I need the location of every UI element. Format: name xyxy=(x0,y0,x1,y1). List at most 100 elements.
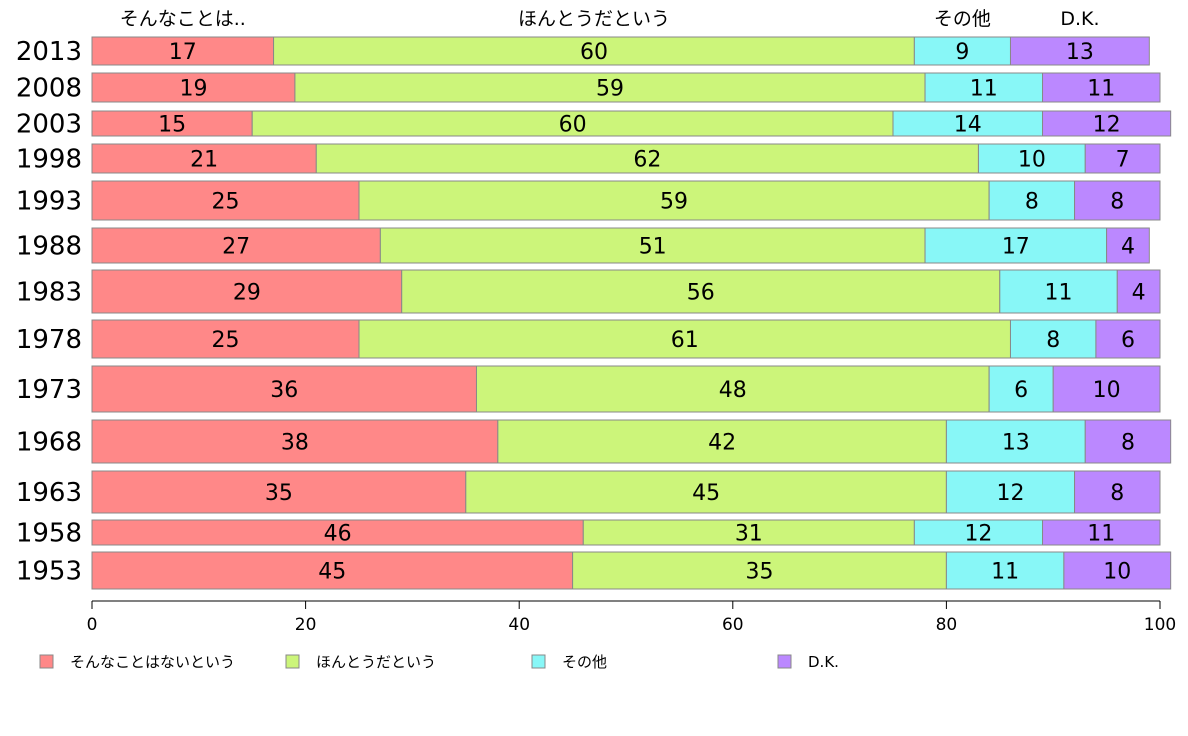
bar-segment-2 xyxy=(465,470,947,514)
bar-row-1968: 1968 38 42 13 8 xyxy=(16,419,1172,464)
column-headers: そんなことは.. ほんとうだという その他 D.K. xyxy=(120,8,1100,30)
bar-segment-1 xyxy=(91,419,499,464)
bar-segment-2 xyxy=(572,551,947,590)
data-label: 35 xyxy=(746,560,774,585)
data-label: 4 xyxy=(1121,235,1135,260)
bar-segment-2 xyxy=(497,419,947,464)
data-label: 11 xyxy=(970,77,998,102)
data-label: 6 xyxy=(1014,378,1028,403)
data-label: 36 xyxy=(270,378,298,403)
bar-row-1963: 1963 35 45 12 8 xyxy=(16,470,1161,514)
bar-segment-1 xyxy=(91,110,253,137)
x-tick-label: 0 xyxy=(87,615,98,635)
year-label: 2003 xyxy=(16,110,82,140)
legend-item: その他 xyxy=(531,653,607,671)
bar-segment-4 xyxy=(1009,36,1150,66)
year-label: 1953 xyxy=(16,557,82,587)
data-label: 35 xyxy=(265,481,293,506)
bar-segment-4 xyxy=(1042,110,1172,137)
bar-segment-1 xyxy=(91,143,317,174)
bar-row-2008: 2008 19 59 11 11 xyxy=(16,72,1161,104)
data-label: 42 xyxy=(708,431,736,456)
bar-segment-4 xyxy=(1052,365,1161,413)
year-label: 1983 xyxy=(16,278,82,308)
data-label: 25 xyxy=(212,190,240,215)
data-label: 17 xyxy=(169,40,197,65)
data-label: 61 xyxy=(671,328,699,353)
data-label: 14 xyxy=(954,113,982,138)
bar-row-1983: 1983 29 56 11 4 xyxy=(16,269,1161,314)
bar-segment-4 xyxy=(1042,72,1161,103)
data-label: 10 xyxy=(1018,148,1046,173)
data-label: 8 xyxy=(1110,190,1124,215)
data-label: 11 xyxy=(1087,522,1115,547)
data-label: 25 xyxy=(212,328,240,353)
year-label: 1973 xyxy=(16,375,82,405)
bar-segment-3 xyxy=(924,227,1108,264)
bar-segment-3 xyxy=(1009,319,1097,359)
data-label: 13 xyxy=(1002,431,1030,456)
legend-swatch xyxy=(285,654,300,669)
data-label: 19 xyxy=(179,77,207,102)
legend-label: そんなことはないという xyxy=(70,653,235,671)
bar-segment-3 xyxy=(913,36,1011,66)
legend-item: ほんとうだという xyxy=(285,653,436,671)
bar-segment-4 xyxy=(1042,519,1161,546)
data-label: 8 xyxy=(1046,328,1060,353)
legend-item: そんなことはないという xyxy=(39,653,235,671)
data-label: 9 xyxy=(955,40,969,65)
x-tick-label: 40 xyxy=(508,615,530,635)
data-label: 27 xyxy=(222,235,250,260)
bar-row-2003: 2003 15 60 14 12 xyxy=(16,110,1172,140)
x-tick-label: 100 xyxy=(1144,615,1176,635)
bar-segment-2 xyxy=(475,365,990,413)
bar-segment-1 xyxy=(91,72,296,103)
data-label: 59 xyxy=(596,77,624,102)
legend-item: D.K. xyxy=(777,653,839,671)
data-label: 12 xyxy=(996,481,1024,506)
bar-row-2013: 2013 17 60 9 13 xyxy=(16,36,1150,67)
bar-segment-1 xyxy=(91,180,360,221)
x-axis: 0 20 40 60 80 100 xyxy=(87,600,1176,635)
x-tick-label: 80 xyxy=(936,615,958,635)
data-label: 60 xyxy=(559,113,587,138)
bar-segment-3 xyxy=(988,180,1076,221)
data-label: 45 xyxy=(692,481,720,506)
legend-label: その他 xyxy=(562,653,607,671)
bar-row-1953: 1953 45 35 11 10 xyxy=(16,551,1172,590)
bar-segment-3 xyxy=(945,551,1065,590)
year-label: 1988 xyxy=(16,232,82,262)
bar-segment-4 xyxy=(1106,227,1150,264)
data-label: 7 xyxy=(1116,148,1130,173)
bar-segment-1 xyxy=(91,36,275,66)
legend: そんなことはないという ほんとうだという その他 D.K. xyxy=(39,653,839,671)
bar-segment-4 xyxy=(1063,551,1172,590)
bars-area: 2013 17 60 9 13 2008 19 59 11 11 2003 15 60 14 12 1998 2… xyxy=(16,36,1172,590)
data-label: 8 xyxy=(1121,431,1135,456)
data-label: 13 xyxy=(1066,40,1094,65)
data-label: 4 xyxy=(1132,281,1146,306)
data-label: 11 xyxy=(1087,77,1115,102)
bar-segment-3 xyxy=(913,519,1044,546)
bar-row-1973: 1973 36 48 6 10 xyxy=(16,365,1161,413)
year-label: 1993 xyxy=(16,187,82,217)
data-label: 59 xyxy=(660,190,688,215)
year-label: 1958 xyxy=(16,519,82,549)
year-label: 2013 xyxy=(16,37,82,67)
bar-segment-1 xyxy=(91,227,381,264)
bar-segment-4 xyxy=(1084,143,1161,174)
column-header: D.K. xyxy=(1060,8,1099,30)
legend-swatch xyxy=(39,654,54,669)
bar-segment-4 xyxy=(1095,319,1161,359)
bar-segment-3 xyxy=(924,72,1044,103)
data-label: 10 xyxy=(1093,378,1121,403)
bar-segment-1 xyxy=(91,519,584,546)
bar-segment-2 xyxy=(582,519,915,546)
bar-segment-2 xyxy=(315,143,979,174)
column-header: ほんとうだという xyxy=(518,8,670,30)
year-label: 2008 xyxy=(16,74,82,104)
data-label: 17 xyxy=(1002,235,1030,260)
bar-segment-2 xyxy=(358,180,990,221)
bar-segment-1 xyxy=(91,470,467,514)
year-label: 1968 xyxy=(16,428,82,458)
